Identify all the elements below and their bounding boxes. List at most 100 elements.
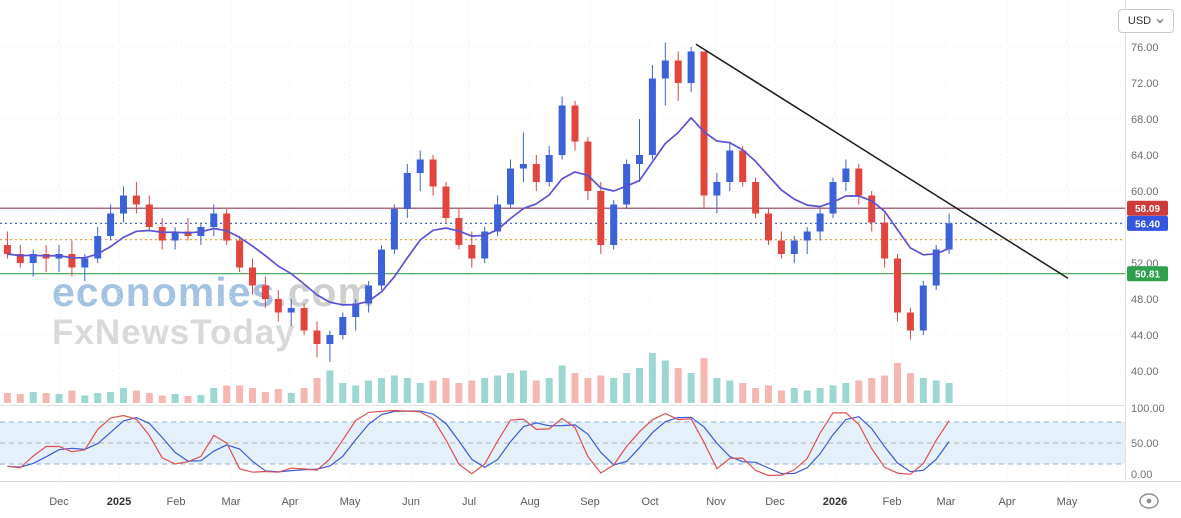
volume-bar [468,380,476,403]
volume-bar [481,378,489,403]
candle [249,258,256,295]
volume-bar [945,383,953,403]
price-tick-label: 72.00 [1131,78,1159,90]
volume-bar [416,383,424,403]
candle [894,254,901,322]
volume-bar [390,375,398,403]
volume-bar [584,378,592,403]
time-tick-label: Aug [520,496,540,508]
eye-icon[interactable] [1137,491,1161,511]
candle [132,182,140,214]
volume-bar [287,393,295,403]
candle [236,236,244,272]
candle [636,119,643,182]
oscillator-tick-label: 100.00 [1131,403,1165,415]
volume-bar [726,380,734,403]
candle [700,51,708,209]
price-tick-label: 44.00 [1131,330,1159,342]
candle [455,209,463,250]
candle [197,222,205,245]
candle [932,245,940,290]
time-tick-label: Jul [462,496,476,508]
volume-bar [249,388,256,403]
candle [648,65,656,160]
volume-bar [455,383,463,403]
volume-bar [29,392,37,403]
price-tick-label: 48.00 [1131,294,1159,306]
volume-bar [597,375,605,403]
volume-bar [816,388,824,403]
volume-bar [274,389,282,403]
candle [739,146,747,187]
candle [481,227,489,263]
candle [29,249,37,277]
time-tick-label: Jun [402,496,420,508]
candle [326,330,334,362]
candle [687,47,695,92]
price-levels [0,207,1125,275]
stochastic-k-line [7,409,950,477]
time-tick-label: May [340,496,361,508]
candle [210,204,218,236]
volume-bar [16,394,24,403]
candle [339,312,347,340]
volume-bar [610,378,618,403]
time-tick-label: Dec [765,496,785,508]
time-tick-label: 2025 [107,496,131,508]
candle [816,209,824,241]
volume-bar [545,378,553,403]
volume-bar [777,390,785,403]
candle [855,164,863,205]
volume-bar [868,378,876,403]
candle [261,276,269,308]
volume-bar [107,392,115,403]
volume-bar [145,393,153,403]
candle [519,132,527,182]
price-badge [1127,200,1168,216]
volume-bar [352,385,360,403]
chevron-down-icon [1156,18,1164,24]
candle [300,303,308,335]
price-tick-label: 60.00 [1131,186,1159,198]
volume-bar [894,363,901,403]
volume-bar [94,393,102,403]
candle [881,213,889,268]
volume-bar [700,358,708,403]
time-tick-label: 2026 [823,496,847,508]
volume-bar [197,395,205,403]
price-tick-label: 68.00 [1131,114,1159,126]
candle [171,227,179,250]
volume-bar [261,392,269,403]
candle [571,101,579,151]
volume-bar [442,378,450,403]
time-tick-label: May [1057,496,1078,508]
candle [274,290,282,322]
volume-bar [378,378,385,403]
volume-bar [42,393,50,403]
volume-bar [842,383,850,403]
candle [223,209,231,245]
volume-bar [158,395,166,403]
time-tick-label: Feb [167,496,186,508]
volume-bar [429,380,437,403]
candle [507,159,514,209]
volume-bar [132,390,140,403]
volume-bar [3,393,11,403]
candle [365,281,373,313]
volume-bar [494,375,502,403]
candle [403,164,411,218]
candle [532,155,540,191]
currency-selector[interactable]: USD [1118,9,1174,33]
volume-bar [674,368,682,403]
candle [416,150,424,191]
candle [390,204,398,254]
price-badge-label: 56.40 [1135,219,1160,230]
candle [120,186,127,223]
price-tick-label: 40.00 [1131,366,1159,378]
volume-bar [765,385,772,403]
volume-bar [558,365,566,403]
time-tick-label: Mar [937,496,956,508]
candle [378,245,385,290]
